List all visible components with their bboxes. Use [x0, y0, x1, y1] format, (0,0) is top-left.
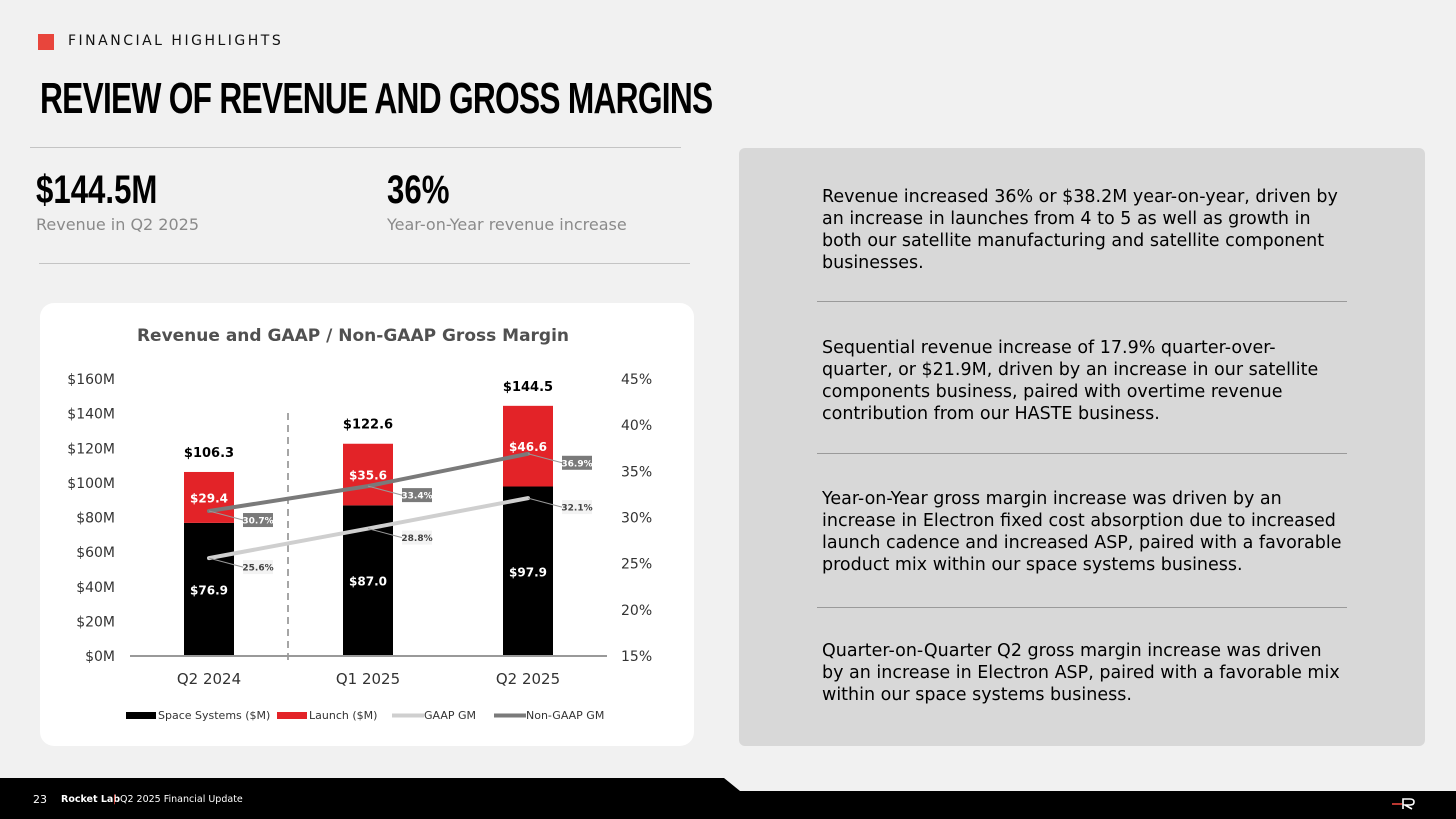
legend-label: GAAP GM	[424, 709, 476, 722]
legend-label: Non-GAAP GM	[526, 709, 604, 722]
gaap-gm-line-label-box	[402, 530, 432, 545]
non-gaap-gm-line-label-box	[562, 455, 592, 470]
kpi-divider	[39, 263, 690, 264]
non-gaap-gm-line-label-leader	[527, 453, 563, 464]
bar-launch	[343, 443, 393, 506]
bar-label-launch: $29.4	[190, 491, 228, 505]
bar-total-label: $144.5	[503, 380, 553, 395]
y-left-tick-label: $140M	[67, 407, 115, 423]
bar-label-space-systems: $76.9	[190, 583, 228, 597]
y-left-tick-label: $80M	[76, 511, 115, 527]
non-gaap-gm-line-data-label: 36.9%	[561, 459, 592, 469]
gaap-gm-line-label-leader	[208, 557, 244, 568]
section-label: FINANCIAL HIGHLIGHTS	[68, 33, 284, 49]
x-tick-label: Q2 2024	[177, 670, 241, 688]
gaap-gm-line-label-box	[562, 500, 592, 515]
x-tick-label: Q1 2025	[336, 670, 400, 688]
bar-label-space-systems: $97.9	[509, 565, 547, 579]
non-gaap-gm-line-label-leader	[208, 510, 244, 521]
bar-label-launch: $46.6	[509, 440, 547, 454]
legend-label: Launch ($M)	[309, 709, 377, 722]
y-left-tick-label: $0M	[85, 649, 115, 665]
y-left-tick-label: $100M	[67, 476, 115, 492]
section-marker	[38, 34, 54, 50]
bar-launch	[503, 405, 553, 487]
non-gaap-gm-line-label-leader	[367, 485, 403, 496]
commentary-divider-2	[817, 453, 1347, 454]
bar-space-systems	[184, 522, 234, 656]
footer: 23 Rocket Lab | Q2 2025 Financial Update	[0, 778, 1456, 819]
gaap-gm-line-data-label: 25.6%	[242, 564, 273, 574]
y-left-tick-label: $40M	[76, 580, 115, 596]
footer-notch	[0, 778, 740, 819]
gaap-gm-line-data-label: 32.1%	[561, 504, 592, 514]
x-tick-label: Q2 2025	[496, 670, 560, 688]
non-gaap-gm-line-data-label: 30.7%	[242, 517, 273, 527]
commentary-panel: Revenue increased 36% or $38.2M year-on-…	[739, 148, 1425, 746]
chart-card: Revenue and GAAP / Non-GAAP Gross Margin…	[40, 303, 694, 746]
bar-space-systems	[503, 486, 553, 656]
non-gaap-gm-line-label-box	[402, 488, 432, 503]
bar-total-label: $106.3	[184, 446, 234, 461]
bar-total-label: $122.6	[343, 418, 393, 433]
chart-title: Revenue and GAAP / Non-GAAP Gross Margin	[137, 326, 569, 346]
commentary-paragraph-3: Year-on-Year gross margin increase was d…	[822, 489, 1342, 575]
y-right-tick-label: 40%	[621, 418, 652, 434]
commentary-paragraph-4: Quarter-on-Quarter Q2 gross margin incre…	[822, 641, 1340, 705]
y-right-tick-label: 15%	[621, 649, 652, 665]
y-right-tick-label: 35%	[621, 464, 652, 480]
bar-label-launch: $35.6	[349, 469, 387, 483]
non-gaap-gm-line-data-label: 33.4%	[401, 492, 432, 502]
commentary-divider-3	[817, 607, 1347, 608]
commentary-divider-1	[817, 301, 1347, 302]
company-name: Rocket Lab	[61, 794, 121, 805]
y-left-tick-label: $60M	[76, 545, 115, 561]
title-divider	[30, 147, 681, 148]
kpi-revenue-label: Revenue in Q2 2025	[36, 215, 200, 234]
page-number: 23	[33, 793, 47, 806]
kpi-growth-value: 36%	[387, 168, 450, 212]
revenue-margin-chart: Revenue and GAAP / Non-GAAP Gross Margin…	[67, 326, 652, 722]
bar-label-space-systems: $87.0	[349, 575, 387, 589]
legend-swatch-1	[277, 712, 307, 719]
y-left-tick-label: $160M	[67, 372, 115, 388]
gaap-gm-line-label-leader	[367, 528, 403, 539]
y-right-tick-label: 25%	[621, 557, 652, 573]
page-title: REVIEW OF REVENUE AND GROSS MARGINS	[40, 74, 713, 123]
y-right-tick-label: 30%	[621, 511, 652, 527]
rocket-lab-logo-icon	[1392, 798, 1415, 810]
kpi-growth-label: Year-on-Year revenue increase	[387, 215, 627, 234]
footer-divider: |	[113, 794, 117, 805]
gaap-gm-line-label-leader	[527, 497, 563, 508]
y-left-tick-label: $20M	[76, 614, 115, 630]
y-left-tick-label: $120M	[67, 441, 115, 457]
commentary-paragraph-1: Revenue increased 36% or $38.2M year-on-…	[822, 187, 1338, 273]
kpi-revenue-value: $144.5M	[36, 168, 158, 212]
non-gaap-gm-line-label-box	[243, 513, 273, 528]
commentary-paragraph-2: Sequential revenue increase of 17.9% qua…	[822, 338, 1319, 424]
legend-label: Space Systems ($M)	[158, 709, 270, 722]
gaap-gm-line-data-label: 28.8%	[401, 534, 432, 544]
y-right-tick-label: 45%	[621, 372, 652, 388]
gaap-gm-line-label-box	[243, 560, 273, 575]
bar-launch	[184, 471, 234, 523]
document-title: Q2 2025 Financial Update	[120, 794, 243, 805]
legend-swatch-0	[126, 712, 156, 719]
y-right-tick-label: 20%	[621, 603, 652, 619]
